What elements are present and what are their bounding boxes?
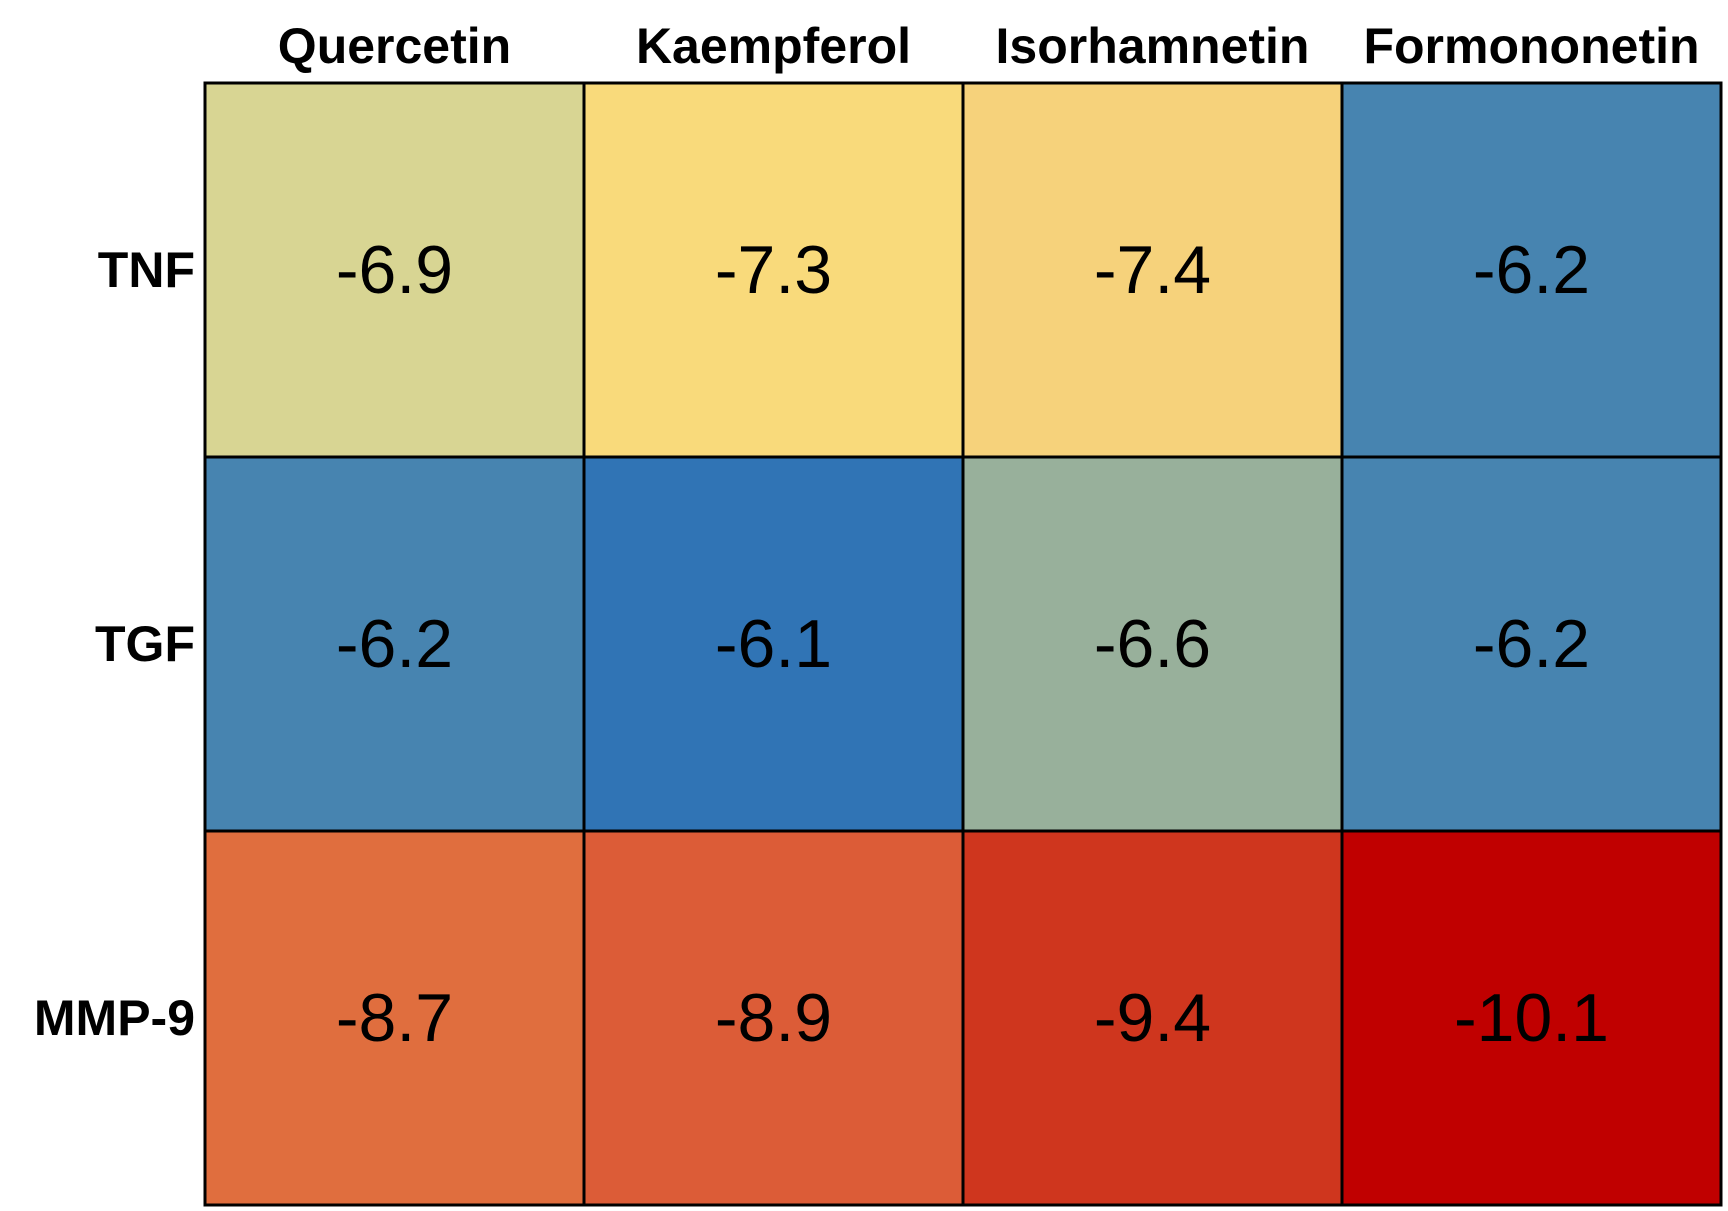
- cell-value-mmp-9-formononetin: -10.1: [1454, 980, 1609, 1056]
- cell-value-tgf-kaempferol: -6.1: [715, 606, 832, 682]
- heatmap-cell-tgf-kaempferol: [582, 455, 965, 833]
- column-labels: Quercetin Kaempferol Isorhamnetin Formonone…: [278, 18, 1700, 74]
- cell-value-tnf-formononetin: -6.2: [1473, 232, 1590, 308]
- heatmap-cell-tnf-kaempferol: [582, 81, 965, 459]
- cell-value-mmp-9-kaempferol: -8.9: [715, 980, 832, 1056]
- cell-value-mmp-9-isorhamnetin: -9.4: [1094, 980, 1211, 1056]
- heatmap-cell-mmp-9-formononetin: [1340, 829, 1723, 1207]
- heatmap-cell-tgf-formononetin: [1340, 455, 1723, 833]
- heatmap-cell-tnf-quercetin: [203, 81, 586, 459]
- heatmap-cell-mmp-9-quercetin: [203, 829, 586, 1207]
- heatmap-cells: [203, 81, 1723, 1207]
- row-label-tnf: TNF: [98, 242, 195, 298]
- column-label-formononetin: Formononetin: [1363, 18, 1699, 74]
- row-label-mmp-9: MMP-9: [34, 990, 195, 1046]
- cell-value-tnf-quercetin: -6.9: [336, 232, 453, 308]
- column-label-kaempferol: Kaempferol: [636, 18, 911, 74]
- heatmap-cell-tnf-isorhamnetin: [961, 81, 1344, 459]
- cell-value-tgf-quercetin: -6.2: [336, 606, 453, 682]
- row-labels: TNF TGF MMP-9: [34, 242, 195, 1046]
- heatmap-cell-tgf-quercetin: [203, 455, 586, 833]
- column-label-quercetin: Quercetin: [278, 18, 511, 74]
- column-label-isorhamnetin: Isorhamnetin: [996, 18, 1310, 74]
- cell-value-tgf-formononetin: -6.2: [1473, 606, 1590, 682]
- cell-value-tnf-kaempferol: -7.3: [715, 232, 832, 308]
- row-label-tgf: TGF: [95, 616, 195, 672]
- heatmap-cell-mmp-9-kaempferol: [582, 829, 965, 1207]
- cell-value-mmp-9-quercetin: -8.7: [336, 980, 453, 1056]
- cell-value-tnf-isorhamnetin: -7.4: [1094, 232, 1211, 308]
- cell-value-labels: -6.9 -7.3 -7.4 -6.2 -6.2 -6.1 -6.6 -6.2 -8.7 -8.9…: [336, 232, 1609, 1056]
- heatmap-cell-tnf-formononetin: [1340, 81, 1723, 459]
- cell-value-tgf-isorhamnetin: -6.6: [1094, 606, 1211, 682]
